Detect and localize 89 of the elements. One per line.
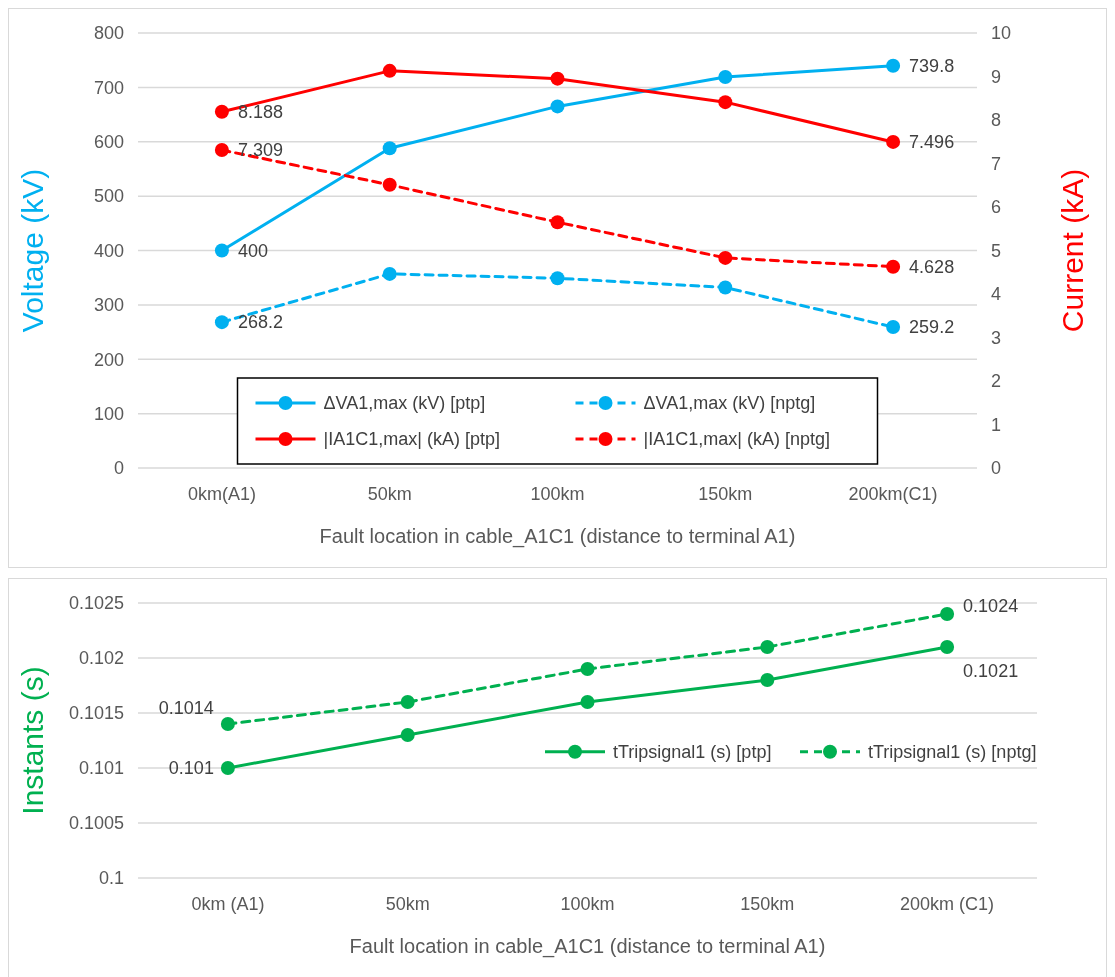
y-tick-label: 200: [93, 349, 124, 370]
x-tick-label: 0km (A1): [191, 894, 265, 914]
legend-label: tTripsignal1 (s) [ptp]: [613, 742, 772, 763]
y-tick-label: 600: [93, 132, 124, 153]
data-label: 8.188: [237, 102, 283, 123]
y2-tick-label: 4: [991, 284, 1002, 305]
y2-axis-title: Current (kA): [1056, 168, 1089, 333]
point: [718, 250, 733, 265]
y2-tick-label: 8: [991, 110, 1002, 131]
point: [400, 728, 415, 742]
y2-tick-label: 1: [991, 414, 1002, 435]
point: [382, 141, 397, 156]
point: [760, 640, 775, 654]
x-tick-label: 100km: [560, 894, 615, 914]
y2-tick-label: 10: [991, 23, 1012, 44]
data-label: 0.1014: [158, 698, 214, 719]
point: [214, 104, 229, 119]
data-label: 0.1024: [963, 596, 1019, 617]
point: [718, 280, 733, 295]
point: [220, 761, 235, 775]
legend-label: |IA1C1,max| (kA) [nptg]: [643, 429, 830, 450]
y2-tick-label: 3: [991, 327, 1002, 348]
data-label: 259.2: [909, 317, 955, 338]
x-tick-label: 100km: [530, 484, 585, 504]
y2-tick-label: 6: [991, 197, 1002, 218]
y-tick-label: 700: [93, 77, 124, 98]
point: [220, 717, 235, 731]
point: [580, 695, 595, 709]
y-axis-title: Instants (s): [16, 666, 49, 815]
point: [940, 640, 955, 654]
y-tick-label: 0.102: [78, 648, 124, 669]
y-tick-label: 400: [93, 240, 124, 261]
data-label: 4.628: [909, 256, 955, 277]
point: [382, 266, 397, 281]
point: [718, 70, 733, 85]
data-label: 0.101: [168, 758, 214, 779]
x-tick-label: 50km: [367, 484, 412, 504]
y-tick-label: 300: [93, 295, 124, 316]
point: [580, 662, 595, 676]
point: [214, 143, 229, 158]
legend-label: tTripsignal1 (s) [nptg]: [868, 742, 1037, 763]
point: [760, 673, 775, 687]
y-tick-label: 800: [93, 23, 124, 44]
point: [718, 95, 733, 110]
y-axis-title: Voltage (kV): [16, 168, 49, 333]
x-axis-title: Fault location in cable_A1C1 (distance to terminal A1): [319, 525, 796, 548]
point: [886, 320, 901, 335]
point: [886, 134, 901, 149]
x-tick-label: 50km: [385, 894, 430, 914]
data-label: 7.496: [909, 132, 955, 153]
y2-tick-label: 0: [991, 458, 1002, 479]
y-tick-label: 500: [93, 186, 124, 207]
x-axis-title: Fault location in cable_A1C1 (distance to terminal A1): [349, 935, 826, 958]
point: [550, 271, 565, 286]
y-tick-label: 0.101: [78, 758, 124, 779]
point: [550, 99, 565, 114]
data-label: 268.2: [237, 312, 283, 333]
x-tick-label: 150km: [740, 894, 795, 914]
point: [214, 243, 229, 258]
point: [382, 177, 397, 192]
data-label: 7.309: [237, 140, 283, 161]
point: [550, 71, 565, 86]
point: [886, 259, 901, 274]
point: [550, 215, 565, 230]
legend-label: |IA1C1,max| (kA) [ptp]: [323, 429, 500, 450]
point: [940, 607, 955, 621]
point: [400, 695, 415, 709]
point: [886, 58, 901, 73]
y2-tick-label: 5: [991, 240, 1002, 261]
y-tick-label: 0: [113, 458, 124, 479]
y-tick-label: 0.1: [98, 868, 124, 889]
x-tick-label: 200km(C1): [848, 484, 938, 504]
point: [214, 315, 229, 330]
legend-label: ΔVA1,max (kV) [ptp]: [323, 393, 486, 414]
x-tick-label: 150km: [698, 484, 753, 504]
point: [382, 63, 397, 78]
data-label: 739.8: [909, 56, 955, 77]
y2-tick-label: 2: [991, 371, 1002, 392]
data-label: 0.1021: [963, 661, 1019, 682]
legend-label: ΔVA1,max (kV) [nptg]: [643, 393, 816, 414]
y-tick-label: 100: [93, 403, 124, 424]
x-tick-label: 0km(A1): [187, 484, 256, 504]
y-tick-label: 0.1005: [68, 813, 124, 834]
x-tick-label: 200km (C1): [900, 894, 995, 914]
y2-tick-label: 9: [991, 66, 1002, 87]
data-label: 400: [237, 240, 268, 261]
y-tick-label: 0.1025: [68, 593, 124, 614]
y2-tick-label: 7: [991, 153, 1002, 174]
y-tick-label: 0.1015: [68, 703, 124, 724]
